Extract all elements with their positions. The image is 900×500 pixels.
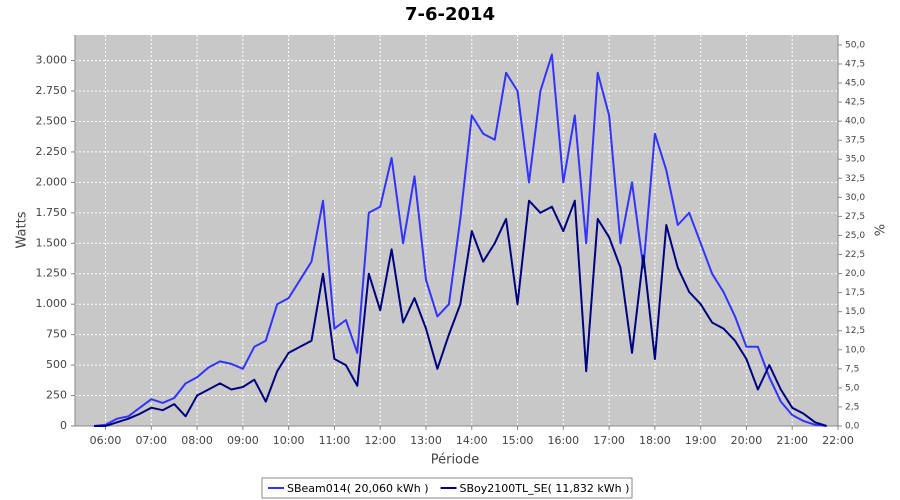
- x-tick-label: 07:00: [135, 434, 167, 447]
- y-axis-label: Watts: [15, 211, 30, 248]
- y-tick-label: 1.250: [36, 267, 68, 280]
- y2-tick-label: 50,0: [845, 40, 865, 50]
- y-tick-label: 2.000: [36, 175, 68, 188]
- y2-tick-label: 42,5: [845, 98, 865, 108]
- y2-tick-label: 37,5: [845, 136, 865, 146]
- x-tick-label: 20:00: [731, 434, 763, 447]
- x-tick-label: 14:00: [456, 434, 488, 447]
- y-tick-label: 500: [46, 358, 67, 371]
- y-tick-label: 750: [46, 328, 67, 341]
- y2-tick-label: 5,0: [845, 383, 860, 393]
- x-tick-label: 22:00: [822, 434, 854, 447]
- y2-tick-label: 22,5: [845, 250, 865, 260]
- x-tick-label: 08:00: [181, 434, 213, 447]
- y-tick-label: 0: [60, 419, 67, 432]
- y2-tick-label: 40,0: [845, 117, 865, 127]
- y2-tick-label: 17,5: [845, 288, 865, 298]
- y2-tick-label: 27,5: [845, 212, 865, 222]
- x-tick-label: 19:00: [685, 434, 717, 447]
- y-tick-label: 1.000: [36, 297, 68, 310]
- x-tick-label: 09:00: [227, 434, 259, 447]
- x-tick-label: 12:00: [364, 434, 396, 447]
- y2-tick-label: 2,5: [845, 402, 859, 412]
- x-tick-label: 10:00: [273, 434, 305, 447]
- x-tick-label: 06:00: [90, 434, 122, 447]
- y2-tick-label: 47,5: [845, 59, 865, 69]
- legend-label: SBeam014( 20,060 kWh ): [287, 482, 429, 495]
- x-tick-label: 17:00: [593, 434, 625, 447]
- y2-tick-label: 12,5: [845, 326, 865, 336]
- y2-tick-label: 30,0: [845, 193, 865, 203]
- y-tick-label: 250: [46, 389, 67, 402]
- y-tick-label: 2.500: [36, 114, 68, 127]
- y2-tick-label: 25,0: [845, 231, 865, 241]
- legend-label: SBoy2100TL_SE( 11,832 kWh ): [460, 482, 630, 495]
- series-line: [93, 53, 827, 427]
- y-tick-label: 1.750: [36, 206, 68, 219]
- y2-tick-label: 0,0: [845, 422, 860, 432]
- y2-axis-label: %: [874, 224, 889, 236]
- y2-tick-label: 35,0: [845, 155, 865, 165]
- y-tick-label: 1.500: [36, 236, 68, 249]
- y2-tick-label: 32,5: [845, 174, 865, 184]
- x-tick-label: 21:00: [776, 434, 808, 447]
- series-line: [94, 199, 827, 427]
- plot-area: [75, 35, 838, 426]
- y2-tick-label: 20,0: [845, 269, 865, 279]
- y2-tick-label: 10,0: [845, 345, 865, 355]
- chart-title: 7-6-2014: [405, 4, 495, 25]
- y2-tick-label: 45,0: [845, 79, 865, 89]
- x-tick-label: 15:00: [502, 434, 534, 447]
- y-tick-label: 2.750: [36, 84, 68, 97]
- y2-tick-label: 15,0: [845, 307, 865, 317]
- x-tick-label: 16:00: [547, 434, 579, 447]
- x-axis-label: Période: [431, 453, 480, 468]
- x-tick-label: 18:00: [639, 434, 671, 447]
- x-tick-label: 11:00: [319, 434, 351, 447]
- y-tick-label: 2.250: [36, 145, 68, 158]
- y-tick-label: 3.000: [36, 54, 68, 67]
- x-tick-label: 13:00: [410, 434, 442, 447]
- y2-tick-label: 7,5: [845, 364, 859, 374]
